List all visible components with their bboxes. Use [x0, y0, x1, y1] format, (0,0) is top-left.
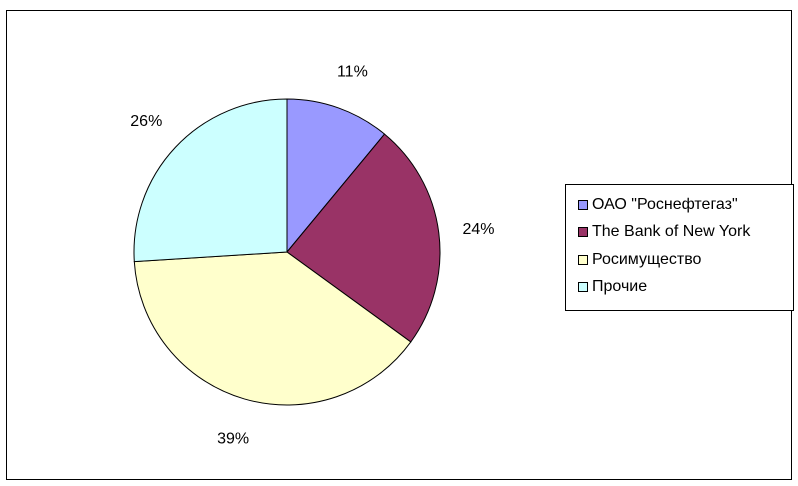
legend-swatch — [578, 227, 588, 238]
pie-slice — [286, 98, 386, 254]
pie-slice — [133, 98, 288, 263]
legend-swatch — [578, 282, 588, 293]
legend-item: Прочие — [578, 274, 793, 302]
legend-label: Прочие — [592, 278, 648, 296]
legend-swatch — [578, 199, 588, 210]
slice-percent-label: 26% — [130, 113, 162, 130]
legend-label: The Bank of New York — [592, 223, 751, 241]
pie-slice — [133, 251, 412, 406]
legend: ОАО "Роснефтегаз" The Bank of New York Р… — [565, 184, 794, 311]
slice-percent-label: 11% — [337, 63, 368, 80]
legend-label: ОАО "Роснефтегаз" — [592, 195, 738, 213]
legend-item: Росимущество — [578, 246, 793, 274]
slice-percent-label: 39% — [217, 430, 249, 447]
pie-slice — [286, 133, 441, 343]
slice-percent-label: 24% — [462, 221, 494, 238]
legend-item: ОАО "Роснефтегаз" — [578, 191, 793, 219]
legend-swatch — [578, 254, 588, 265]
legend-label: Росимущество — [592, 250, 702, 268]
legend-item: The Bank of New York — [578, 219, 793, 247]
